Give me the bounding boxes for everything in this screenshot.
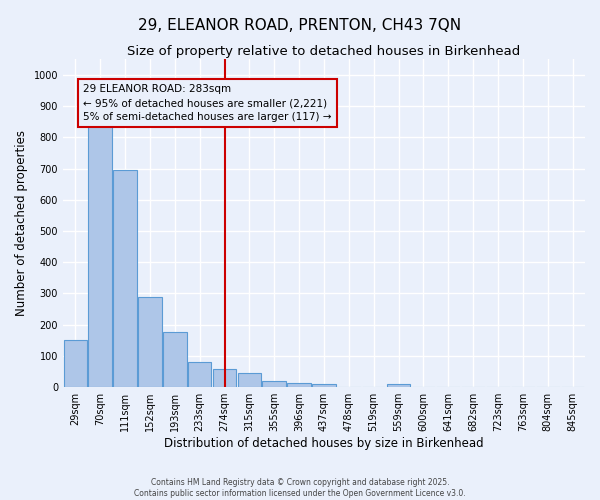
Bar [188, 362, 211, 387]
Bar [262, 381, 286, 387]
Title: Size of property relative to detached houses in Birkenhead: Size of property relative to detached ho… [127, 45, 521, 58]
Bar [64, 340, 87, 387]
Bar [138, 296, 162, 387]
Text: 29, ELEANOR ROAD, PRENTON, CH43 7QN: 29, ELEANOR ROAD, PRENTON, CH43 7QN [139, 18, 461, 32]
Text: Contains HM Land Registry data © Crown copyright and database right 2025.
Contai: Contains HM Land Registry data © Crown c… [134, 478, 466, 498]
Bar [312, 384, 336, 387]
Bar [113, 170, 137, 387]
Bar [163, 332, 187, 387]
Bar [213, 370, 236, 387]
Text: 29 ELEANOR ROAD: 283sqm
← 95% of detached houses are smaller (2,221)
5% of semi-: 29 ELEANOR ROAD: 283sqm ← 95% of detache… [83, 84, 331, 122]
Bar [88, 125, 112, 387]
Y-axis label: Number of detached properties: Number of detached properties [15, 130, 28, 316]
Bar [287, 384, 311, 387]
Bar [387, 384, 410, 387]
Bar [238, 374, 261, 387]
X-axis label: Distribution of detached houses by size in Birkenhead: Distribution of detached houses by size … [164, 437, 484, 450]
